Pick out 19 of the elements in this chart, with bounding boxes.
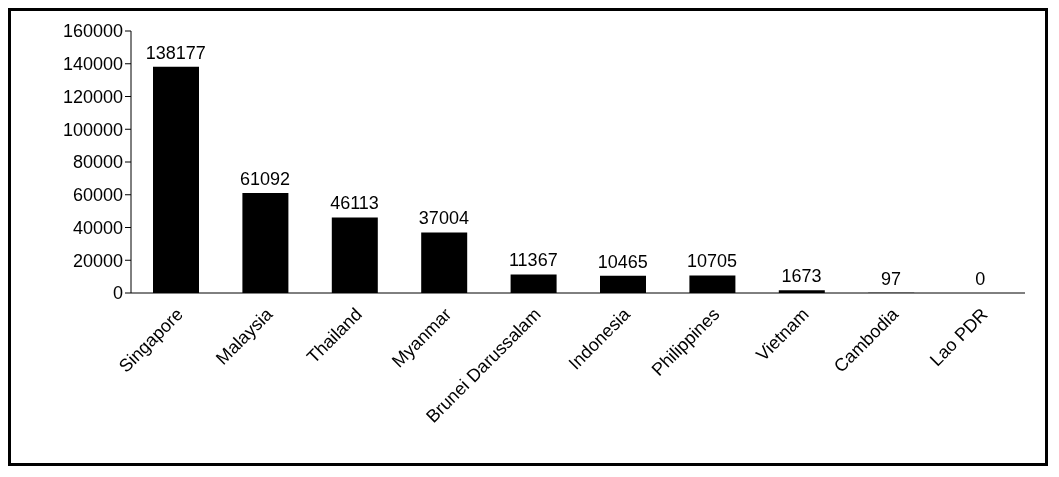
data-label: 97 — [880, 268, 901, 289]
data-label: 46113 — [330, 193, 379, 214]
y-tick-label: 20000 — [72, 250, 123, 271]
y-tick-label: 120000 — [62, 86, 123, 107]
y-tick-label: 40000 — [72, 217, 123, 238]
data-label: 138177 — [145, 42, 206, 63]
data-label: 0 — [975, 269, 986, 289]
data-label: 61092 — [240, 168, 291, 189]
y-tick-label: 60000 — [72, 185, 123, 206]
data-label: 10465 — [597, 251, 648, 272]
data-label: 10705 — [687, 251, 738, 272]
y-tick-label: 100000 — [62, 119, 123, 140]
y-tick-label: 0 — [112, 283, 123, 304]
data-label: 1673 — [781, 266, 822, 287]
y-tick-label: 140000 — [62, 54, 123, 75]
data-label: 11367 — [508, 250, 558, 271]
data-label: 37004 — [418, 208, 469, 229]
y-tick-label: 80000 — [72, 152, 123, 173]
y-tick-label: 160000 — [62, 21, 123, 42]
